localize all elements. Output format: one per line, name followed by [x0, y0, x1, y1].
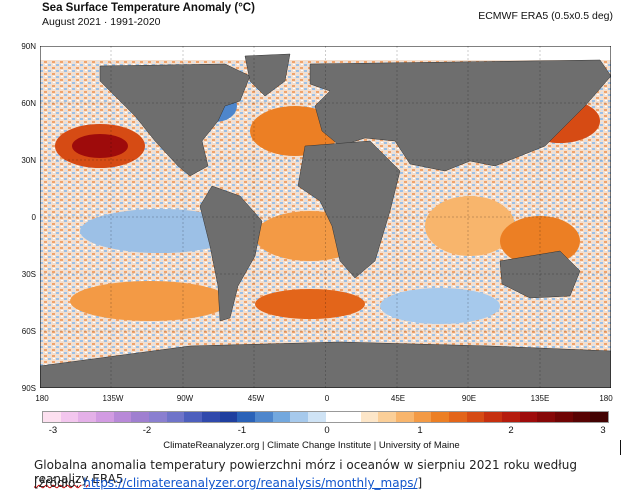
map-title: Sea Surface Temperature Anomaly (°C) — [42, 2, 255, 14]
lon-label-45w: 45W — [247, 394, 265, 403]
colorbar-swatch — [572, 412, 591, 422]
colorbar-swatch — [590, 412, 608, 422]
colorbar-swatch — [113, 412, 132, 422]
colorbar-swatch — [431, 412, 450, 422]
source-link[interactable]: https://climatereanalyzer.org/reanalysis… — [83, 476, 418, 490]
colorbar-swatch — [148, 412, 167, 422]
colorbar-swatch — [60, 412, 79, 422]
lon-label-90w: 90W — [176, 394, 194, 403]
colorbar-tick-1: 1 — [417, 425, 423, 436]
colorbar-swatch — [43, 412, 61, 422]
lon-label-135e: 135E — [530, 394, 550, 403]
south-indian-cool — [380, 288, 500, 324]
lat-label-90s: 90S — [21, 384, 36, 393]
map-period: August 2021 · 1991-2020 — [42, 16, 161, 28]
lon-label-180w: 180 — [35, 394, 49, 403]
credit-line: ClimateReanalyzer.org | Climate Change I… — [163, 440, 460, 451]
colorbar-tick-minus2: -2 — [142, 425, 152, 436]
caption-spellcheck-word: reanalizy — [34, 472, 89, 486]
colorbar-swatch — [131, 412, 149, 422]
south-pacific-warm — [70, 281, 230, 321]
colorbar-swatch — [219, 412, 238, 422]
colorbar-swatch — [325, 412, 344, 422]
colorbar-swatch — [95, 412, 114, 422]
colorbar-swatch — [343, 412, 361, 422]
colorbar-swatch — [555, 412, 573, 422]
colorbar-tick-minus1: -1 — [237, 425, 247, 436]
lon-label-135w: 135W — [102, 394, 124, 403]
sst-anomaly-map — [40, 46, 611, 388]
lon-label-180e: 180 — [599, 394, 613, 403]
colorbar-swatch — [537, 412, 556, 422]
colorbar-swatch — [290, 412, 308, 422]
lon-label-90e: 90E — [461, 394, 477, 403]
lat-label-30s: 30S — [21, 270, 36, 279]
caption-text-end: ERA5 — [88, 472, 124, 486]
lat-label-60s: 60S — [21, 327, 36, 336]
africa — [297, 140, 401, 279]
source-suffix: ] — [417, 476, 423, 490]
caption-line-1: Globalna anomalia temperatury powierzchn… — [34, 458, 623, 486]
colorbar-swatch — [396, 412, 414, 422]
colorbar-swatch — [201, 412, 220, 422]
colorbar-swatch — [502, 412, 520, 422]
colorbar-tick-3: 3 — [600, 425, 606, 436]
colorbar-swatch — [360, 412, 379, 422]
text-cursor — [620, 440, 621, 455]
caption-text: Globalna anomalia temperatury powierzchn… — [34, 458, 577, 472]
land-masses — [40, 53, 611, 388]
lat-label-0: 0 — [31, 213, 36, 222]
colorbar-swatch — [272, 412, 291, 422]
north-america — [99, 63, 251, 177]
lat-label-30n: 30N — [21, 156, 36, 165]
caption-line-2: [źródło: https://climatereanalyzer.org/r… — [34, 476, 422, 490]
lon-label-45e: 45E — [390, 394, 406, 403]
lat-label-60n: 60N — [21, 99, 36, 108]
source-prefix: [źródło: — [34, 476, 84, 490]
lon-label-0: 0 — [324, 394, 330, 403]
colorbar-swatch — [184, 412, 202, 422]
colorbar-swatch — [449, 412, 467, 422]
colorbar-swatch — [484, 412, 503, 422]
colorbar-swatch — [519, 412, 538, 422]
south-america — [199, 185, 263, 322]
dataset-label: ECMWF ERA5 (0.5x0.5 deg) — [478, 10, 613, 22]
southern-ocean-warm — [255, 289, 365, 319]
antarctica — [40, 341, 611, 388]
colorbar-swatch — [78, 412, 96, 422]
colorbar-swatch — [166, 412, 185, 422]
north-atlantic-warm — [250, 106, 340, 156]
colorbar-swatch — [466, 412, 485, 422]
graticule — [40, 46, 611, 388]
colorbar-tick-2: 2 — [508, 425, 514, 436]
colorbar-tick-0: 0 — [324, 425, 330, 436]
colorbar-swatch — [307, 412, 326, 422]
eurasia — [309, 59, 611, 172]
colorbar-swatch — [413, 412, 432, 422]
arctic-ice — [40, 46, 611, 60]
colorbar-swatch — [237, 412, 255, 422]
indian-ocean-warm — [425, 196, 515, 256]
lat-label-90n: 90N — [21, 42, 36, 51]
colorbar-tick-minus3: -3 — [48, 425, 58, 436]
tropical-pacific-cool — [80, 209, 240, 253]
colorbar-swatch — [378, 412, 397, 422]
colorbar-swatch — [254, 412, 273, 422]
greenland — [244, 53, 291, 97]
colorbar — [42, 411, 609, 423]
